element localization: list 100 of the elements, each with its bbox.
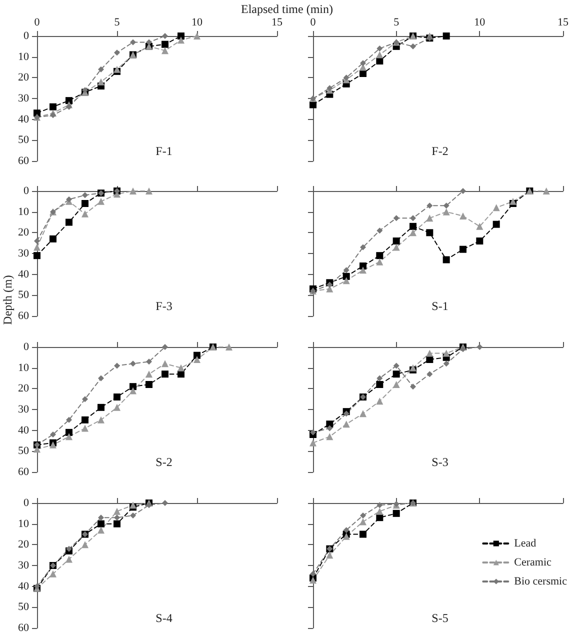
x-tick-label: 0 [34, 16, 40, 28]
point [360, 262, 366, 270]
point [392, 238, 400, 244]
point [98, 526, 104, 534]
y-tick-label: 0 [24, 497, 30, 509]
point [130, 39, 136, 46]
point [376, 375, 383, 382]
y-tick-label: 20 [18, 226, 30, 239]
point [376, 502, 383, 508]
point [326, 425, 333, 432]
point [492, 220, 500, 228]
y-axis-title: Depth (m) [0, 275, 16, 325]
y-tick-label: 10 [18, 50, 30, 63]
point [343, 527, 350, 534]
point [442, 32, 450, 40]
y-tick-label: 40 [18, 113, 30, 126]
point [376, 258, 384, 266]
point [130, 188, 136, 194]
point [392, 510, 400, 517]
point [476, 222, 484, 230]
y-tick-label: 40 [18, 268, 30, 280]
y-tick-label: 30 [18, 92, 30, 104]
point [360, 530, 366, 538]
point [310, 101, 316, 108]
point [426, 202, 433, 209]
y-tick-label: 60 [18, 310, 30, 322]
point [162, 370, 168, 378]
point [443, 360, 450, 367]
point [130, 387, 136, 394]
point [393, 215, 400, 222]
point [342, 420, 350, 428]
point [393, 362, 400, 369]
point [376, 398, 384, 405]
point [114, 394, 120, 400]
y-tick-label: 40 [18, 580, 30, 592]
y-tick-label: 20 [18, 72, 30, 84]
point [343, 267, 350, 274]
point [376, 46, 383, 52]
point [66, 218, 72, 226]
point [426, 350, 434, 357]
y-tick-label: 50 [18, 289, 30, 302]
point [226, 344, 232, 350]
x-tick-label: 10 [474, 16, 486, 28]
point [194, 356, 200, 363]
point [392, 244, 400, 251]
x-tick-label: 5 [114, 16, 120, 28]
point [114, 514, 120, 521]
point [194, 352, 200, 359]
point [66, 97, 72, 104]
point [162, 500, 168, 506]
point [66, 104, 72, 110]
point [360, 512, 366, 518]
point [34, 238, 40, 244]
point [442, 256, 450, 264]
x-tick-label: 5 [394, 16, 400, 28]
y-tick-label: 20 [18, 538, 30, 551]
point [130, 360, 136, 367]
point [66, 546, 72, 552]
point [34, 244, 40, 251]
y-tick-label: 30 [18, 560, 30, 572]
text: S-5 [432, 611, 448, 625]
point [376, 228, 383, 234]
point [360, 60, 366, 66]
point [66, 556, 72, 563]
legend-label: Bio cersmic [514, 576, 568, 588]
point [510, 198, 516, 205]
point [98, 78, 104, 86]
point [34, 583, 40, 590]
y-tick-label: 0 [24, 341, 30, 353]
point [342, 272, 350, 280]
point [146, 39, 152, 46]
point [146, 381, 152, 388]
point [34, 252, 40, 260]
point [82, 200, 88, 207]
point [194, 32, 200, 40]
point [460, 188, 466, 194]
point [82, 541, 88, 548]
point [146, 370, 152, 378]
point [410, 215, 416, 222]
point [310, 576, 316, 584]
point [443, 202, 450, 209]
point [98, 375, 104, 382]
point [50, 112, 56, 118]
point [410, 384, 416, 390]
point [66, 433, 72, 440]
point [342, 277, 350, 284]
point [410, 222, 416, 230]
point [82, 424, 88, 432]
point [476, 344, 483, 350]
x-axis-title: Elapsed time (min) [241, 2, 333, 17]
legend-label: Ceramic [514, 556, 552, 568]
y-tick-label: 50 [18, 601, 30, 614]
point [130, 383, 136, 390]
point [178, 364, 184, 372]
text: S-4 [156, 611, 172, 625]
point [326, 282, 333, 288]
point [114, 520, 120, 528]
point [162, 360, 168, 368]
point [114, 404, 120, 411]
point [98, 404, 104, 411]
